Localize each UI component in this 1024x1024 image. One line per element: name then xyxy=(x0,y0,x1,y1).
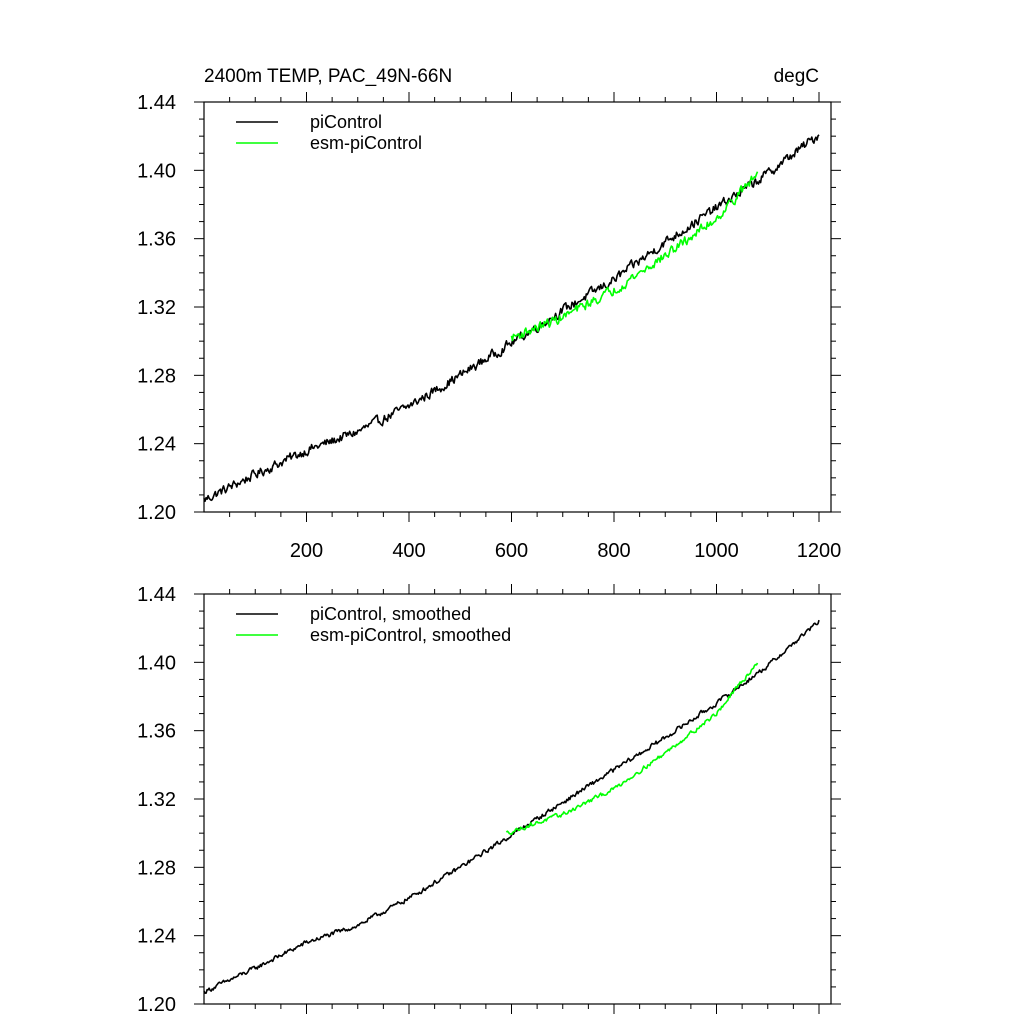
x-tick-label: 400 xyxy=(392,540,425,562)
x-tick-label: 800 xyxy=(597,540,630,562)
legend-label: esm-piControl xyxy=(310,133,422,153)
y-tick-label: 1.36 xyxy=(137,721,176,743)
legend-label: piControl, smoothed xyxy=(310,604,471,624)
plot-frame xyxy=(203,593,832,1005)
plot-frame xyxy=(203,101,832,513)
y-tick-label: 1.28 xyxy=(137,857,176,879)
series-line-esm-picontrol xyxy=(510,171,759,342)
y-tick-label: 1.20 xyxy=(137,502,176,524)
chart-title: 2400m TEMP, PAC_49N-66N xyxy=(204,66,452,87)
x-tick-label: 600 xyxy=(495,540,528,562)
y-tick-label: 1.32 xyxy=(137,297,176,319)
y-tick-label: 1.40 xyxy=(137,652,176,674)
x-tick-label: 200 xyxy=(290,540,323,562)
y-tick-label: 1.20 xyxy=(137,994,176,1016)
legend-label: piControl xyxy=(310,112,382,132)
y-tick-label: 1.36 xyxy=(137,229,176,251)
y-tick-label: 1.24 xyxy=(137,926,176,948)
x-tick-label: 1200 xyxy=(797,540,842,562)
bottom-panel: 1.20 1.24 1.28 1.32 1.36 1.40 1.44 piControl, s… xyxy=(137,584,841,1016)
y-tick-label: 1.44 xyxy=(137,584,176,606)
y-tick-label: 1.32 xyxy=(137,789,176,811)
units-label: degC xyxy=(774,66,819,87)
y-tick-label: 1.44 xyxy=(137,92,176,114)
y-tick-label: 1.40 xyxy=(137,160,176,182)
legend-label: esm-piControl, smoothed xyxy=(310,625,511,645)
y-tick-label: 1.24 xyxy=(137,434,176,456)
top-panel: 200 400 600 800 1000 1200 1.20 1.24 1.28 1.32 1.36… xyxy=(137,92,841,562)
series-line-esm-picontrol xyxy=(505,662,759,836)
x-tick-label: 1000 xyxy=(694,540,739,562)
y-tick-label: 1.28 xyxy=(137,365,176,387)
series-line-picontrol xyxy=(203,134,820,503)
series-line-picontrol xyxy=(203,619,820,995)
